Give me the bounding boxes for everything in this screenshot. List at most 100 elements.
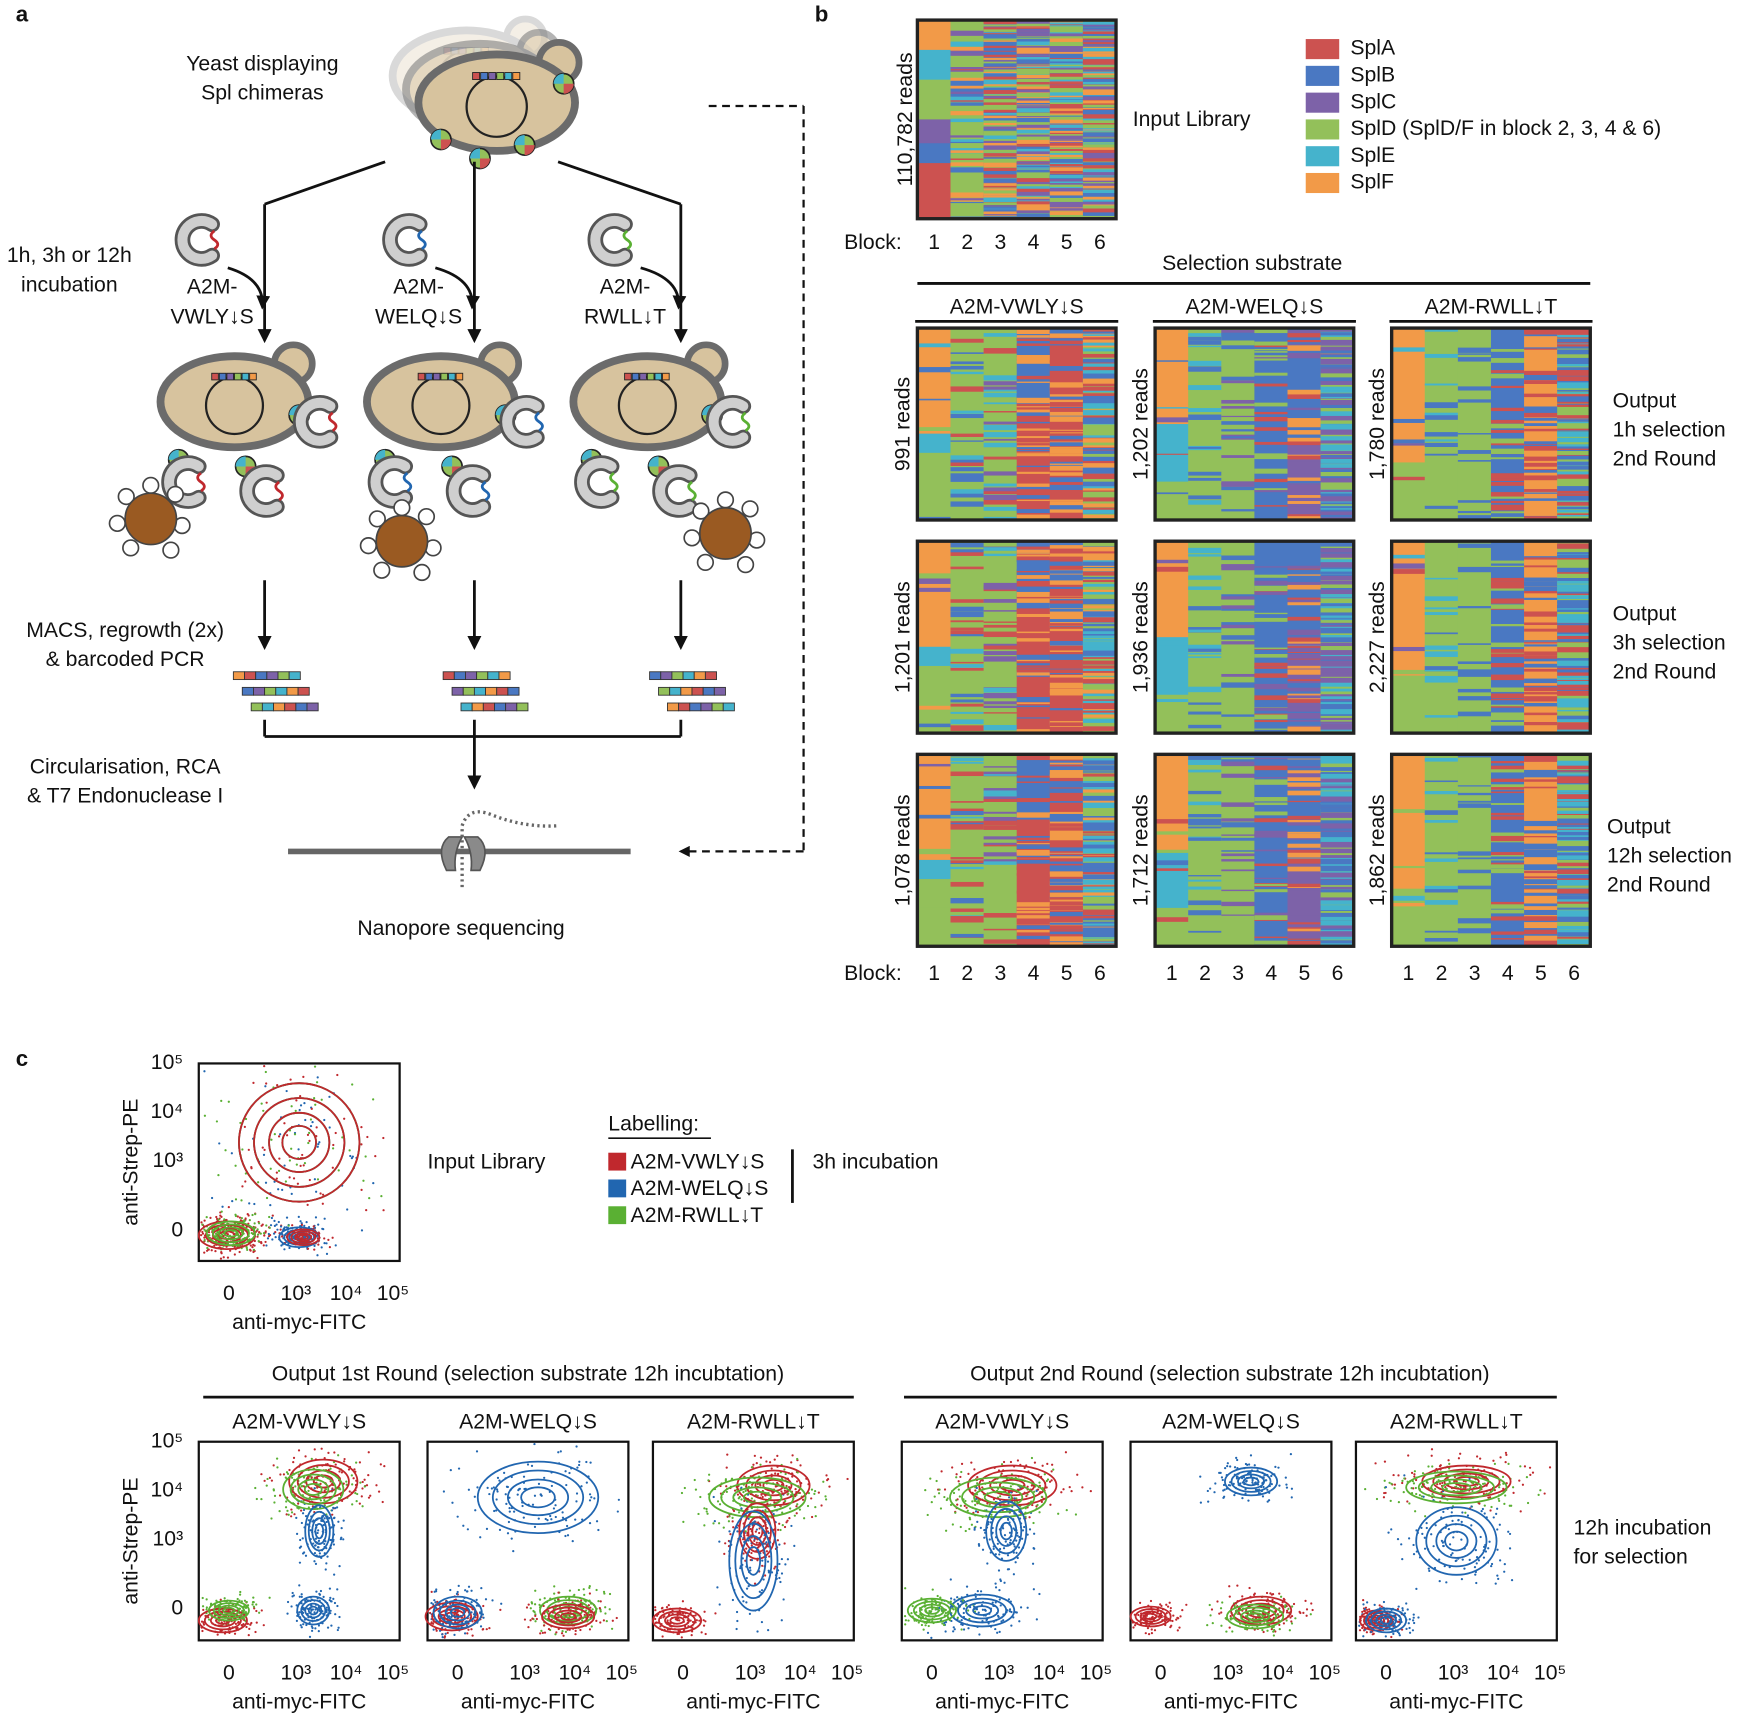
heat-stripe [1320, 828, 1355, 831]
dna-block [516, 702, 529, 712]
event-dot [266, 1477, 269, 1481]
plasmid-block [624, 372, 632, 381]
heat-stripe [950, 725, 985, 731]
heat-block [1457, 541, 1492, 734]
event-dot [300, 1595, 303, 1598]
heat-stripe [1320, 721, 1355, 726]
event-dot [287, 1513, 290, 1516]
heat-stripe [983, 859, 1018, 864]
heat-stripe [983, 131, 1018, 136]
heat-block [1391, 675, 1426, 734]
heat-stripe [1557, 619, 1591, 623]
enzyme [385, 215, 425, 264]
label: anti-myc-FITC [232, 1311, 366, 1334]
heat-stripe [1524, 462, 1558, 467]
heat-stripe [1082, 30, 1117, 34]
label: 2 [961, 962, 973, 985]
event-dot [338, 1565, 341, 1568]
contour [303, 1482, 323, 1496]
heat-stripe [1557, 883, 1591, 886]
heat-stripe [1557, 430, 1591, 432]
heat-stripe [1557, 498, 1591, 501]
event-dot [313, 1065, 317, 1068]
event-dot [254, 1630, 257, 1634]
heat-stripe [1188, 724, 1222, 729]
heat-block [1524, 541, 1558, 734]
event-dot [575, 1500, 578, 1503]
heat-stripe [1424, 937, 1459, 942]
heat-stripe [1391, 347, 1426, 352]
heat-stripe [1254, 351, 1289, 353]
heat-stripe [1188, 900, 1222, 906]
heat-stripe [1082, 782, 1117, 785]
heat-stripe [1082, 903, 1117, 906]
heat-stripe [1016, 335, 1051, 338]
event-dot [321, 1515, 324, 1518]
heat-stripe [1320, 688, 1355, 692]
heat-stripe [1049, 465, 1084, 471]
event-dot [292, 1456, 296, 1460]
event-dot [538, 1603, 541, 1606]
heat-stripe [1557, 625, 1591, 630]
event-dot [292, 1177, 296, 1180]
event-dot [302, 1075, 305, 1079]
event-dot [315, 1081, 319, 1084]
event-dot [334, 1131, 337, 1135]
heat-stripe [1188, 550, 1222, 554]
heat-stripe [1016, 338, 1051, 341]
heat-stripe [983, 135, 1018, 140]
heat-stripe [1490, 674, 1525, 681]
event-dot [348, 1490, 351, 1493]
heat-stripe [1082, 114, 1117, 119]
heat-stripe [1082, 610, 1117, 613]
heat-stripe [950, 711, 985, 714]
heat-stripe [1287, 919, 1322, 924]
heat-stripe [1320, 791, 1355, 797]
heat-stripe [1557, 760, 1591, 766]
event-dot [358, 1502, 361, 1505]
heat-stripe [1082, 66, 1117, 70]
heat-stripe [1082, 617, 1117, 623]
heat-stripe [1049, 758, 1084, 760]
heat-stripe [983, 425, 1018, 431]
event-dot [363, 1485, 366, 1488]
heat-stripe [1557, 766, 1591, 768]
heat-stripe [1524, 685, 1558, 692]
event-dot [493, 1509, 496, 1513]
heat-stripe [1082, 467, 1117, 473]
heat-stripe [1082, 129, 1117, 132]
heat-stripe [1287, 393, 1322, 399]
plasmid-block [432, 372, 441, 381]
heat-stripe [1524, 692, 1558, 695]
event-dot [255, 1603, 258, 1606]
event-dot [315, 1126, 318, 1129]
heat-stripe [1188, 629, 1222, 633]
plasmid-block [417, 372, 426, 381]
heat-stripe [1016, 798, 1051, 803]
heat-stripe [1524, 940, 1558, 945]
heat-stripe [1254, 936, 1289, 939]
contour [300, 1599, 327, 1622]
heat-stripe [1221, 509, 1255, 512]
heat-stripe [983, 842, 1018, 845]
event-dot [517, 1489, 520, 1492]
heat-stripe [1287, 819, 1322, 823]
heat-stripe [1016, 214, 1051, 217]
heat-stripe [1155, 831, 1189, 835]
heat-stripe [1524, 934, 1558, 936]
event-dot [322, 1595, 325, 1598]
heat-stripe [1524, 712, 1558, 716]
heat-stripe [1016, 661, 1051, 665]
event-dot [262, 1109, 265, 1112]
heat-stripe [1557, 578, 1591, 583]
heat-stripe [1524, 756, 1558, 760]
heat-block [950, 754, 985, 947]
line [557, 160, 682, 206]
label: SplB [1350, 63, 1395, 86]
heat-stripe [1490, 516, 1525, 520]
heat-stripe [1287, 430, 1322, 434]
heat-stripe [1049, 182, 1084, 185]
heat-stripe [1490, 835, 1525, 842]
heat-stripe [983, 402, 1018, 405]
heat-stripe [1490, 938, 1525, 940]
